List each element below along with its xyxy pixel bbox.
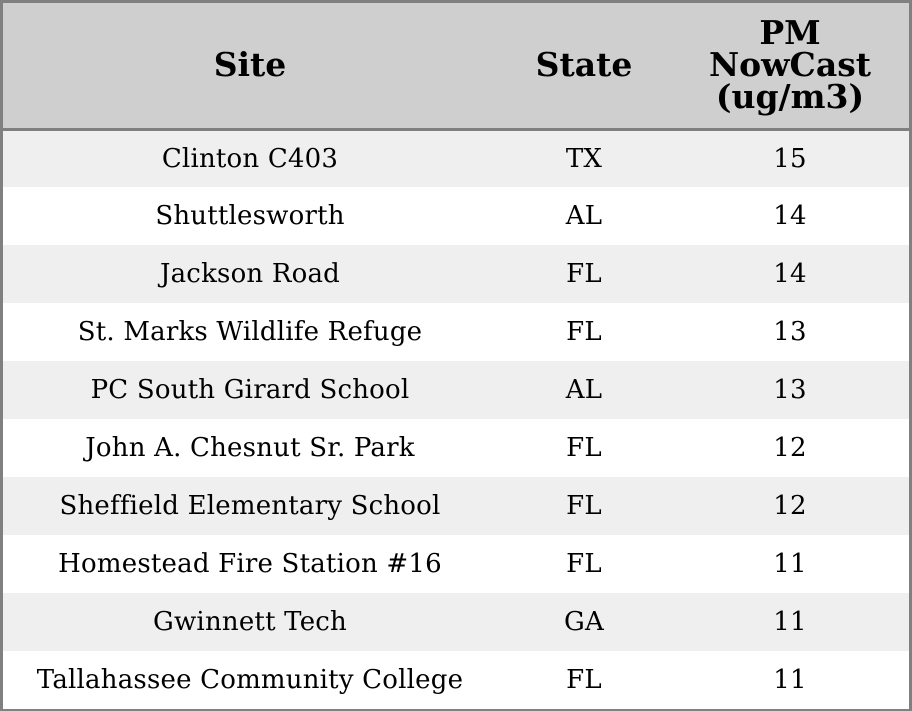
pm-value-cell: 11 — [773, 549, 807, 579]
site-cell: John A. Chesnut Sr. Park — [85, 433, 415, 463]
site-cell: PC South Girard School — [90, 375, 410, 405]
state-cell: FL — [566, 433, 602, 463]
table-row: Sheffield Elementary School FL 12 — [3, 477, 909, 535]
header-site: Site — [3, 3, 497, 131]
table-row: Tallahassee Community College FL 11 — [3, 651, 909, 709]
state-cell: GA — [564, 607, 604, 637]
table-row: John A. Chesnut Sr. Park FL 12 — [3, 419, 909, 477]
table-row: Homestead Fire Station #16 FL 11 — [3, 535, 909, 593]
state-cell: FL — [566, 549, 602, 579]
site-cell: St. Marks Wildlife Refuge — [77, 317, 423, 347]
table-row: Jackson Road FL 14 — [3, 245, 909, 303]
header-state-line: State — [535, 45, 633, 85]
pm-value-cell: 14 — [773, 259, 807, 289]
site-cell: Gwinnett Tech — [153, 607, 347, 637]
pm-value-cell: 12 — [773, 433, 807, 463]
header-pm-line-3: (ug/m3) — [715, 77, 865, 117]
pm-value-cell: 11 — [773, 665, 807, 695]
state-cell: AL — [565, 375, 603, 405]
pm-value-cell: 14 — [773, 201, 807, 231]
header-pm-line-1: PM — [759, 13, 821, 53]
table-row: St. Marks Wildlife Refuge FL 13 — [3, 303, 909, 361]
site-cell: Jackson Road — [159, 259, 341, 289]
table-row: Gwinnett Tech GA 11 — [3, 593, 909, 651]
site-cell: Sheffield Elementary School — [59, 491, 441, 521]
table-body: Clinton C403 TX 15 Shuttlesworth AL 14 Jackson… — [3, 129, 909, 709]
pm-value-cell: 11 — [773, 607, 807, 637]
state-cell: AL — [565, 201, 603, 231]
pm-value-cell: 13 — [773, 317, 807, 347]
header-row: Site State PM NowCast (ug/m3) — [3, 3, 909, 131]
site-cell: Shuttlesworth — [155, 201, 345, 231]
pm-nowcast-table: Site State PM NowCast (ug/m3) Clinton C4… — [3, 3, 909, 709]
header-pm-nowcast: PM NowCast (ug/m3) — [671, 3, 909, 131]
pm-value-cell: 13 — [773, 375, 807, 405]
header-state: State — [497, 3, 671, 131]
table-row: Clinton C403 TX 15 — [3, 129, 909, 187]
state-cell: FL — [566, 317, 602, 347]
state-cell: FL — [566, 665, 602, 695]
table-header: Site State PM NowCast (ug/m3) — [3, 3, 909, 131]
pm-value-cell: 15 — [773, 143, 807, 174]
site-cell: Tallahassee Community College — [36, 665, 464, 695]
state-cell: TX — [565, 143, 603, 174]
state-cell: FL — [566, 259, 602, 289]
header-pm-line-2: NowCast — [708, 45, 872, 85]
header-site-line: Site — [213, 45, 287, 85]
table-row: PC South Girard School AL 13 — [3, 361, 909, 419]
site-cell: Homestead Fire Station #16 — [58, 549, 442, 579]
site-cell: Clinton C403 — [161, 143, 339, 174]
pm-value-cell: 12 — [773, 491, 807, 521]
table-row: Shuttlesworth AL 14 — [3, 187, 909, 245]
state-cell: FL — [566, 491, 602, 521]
